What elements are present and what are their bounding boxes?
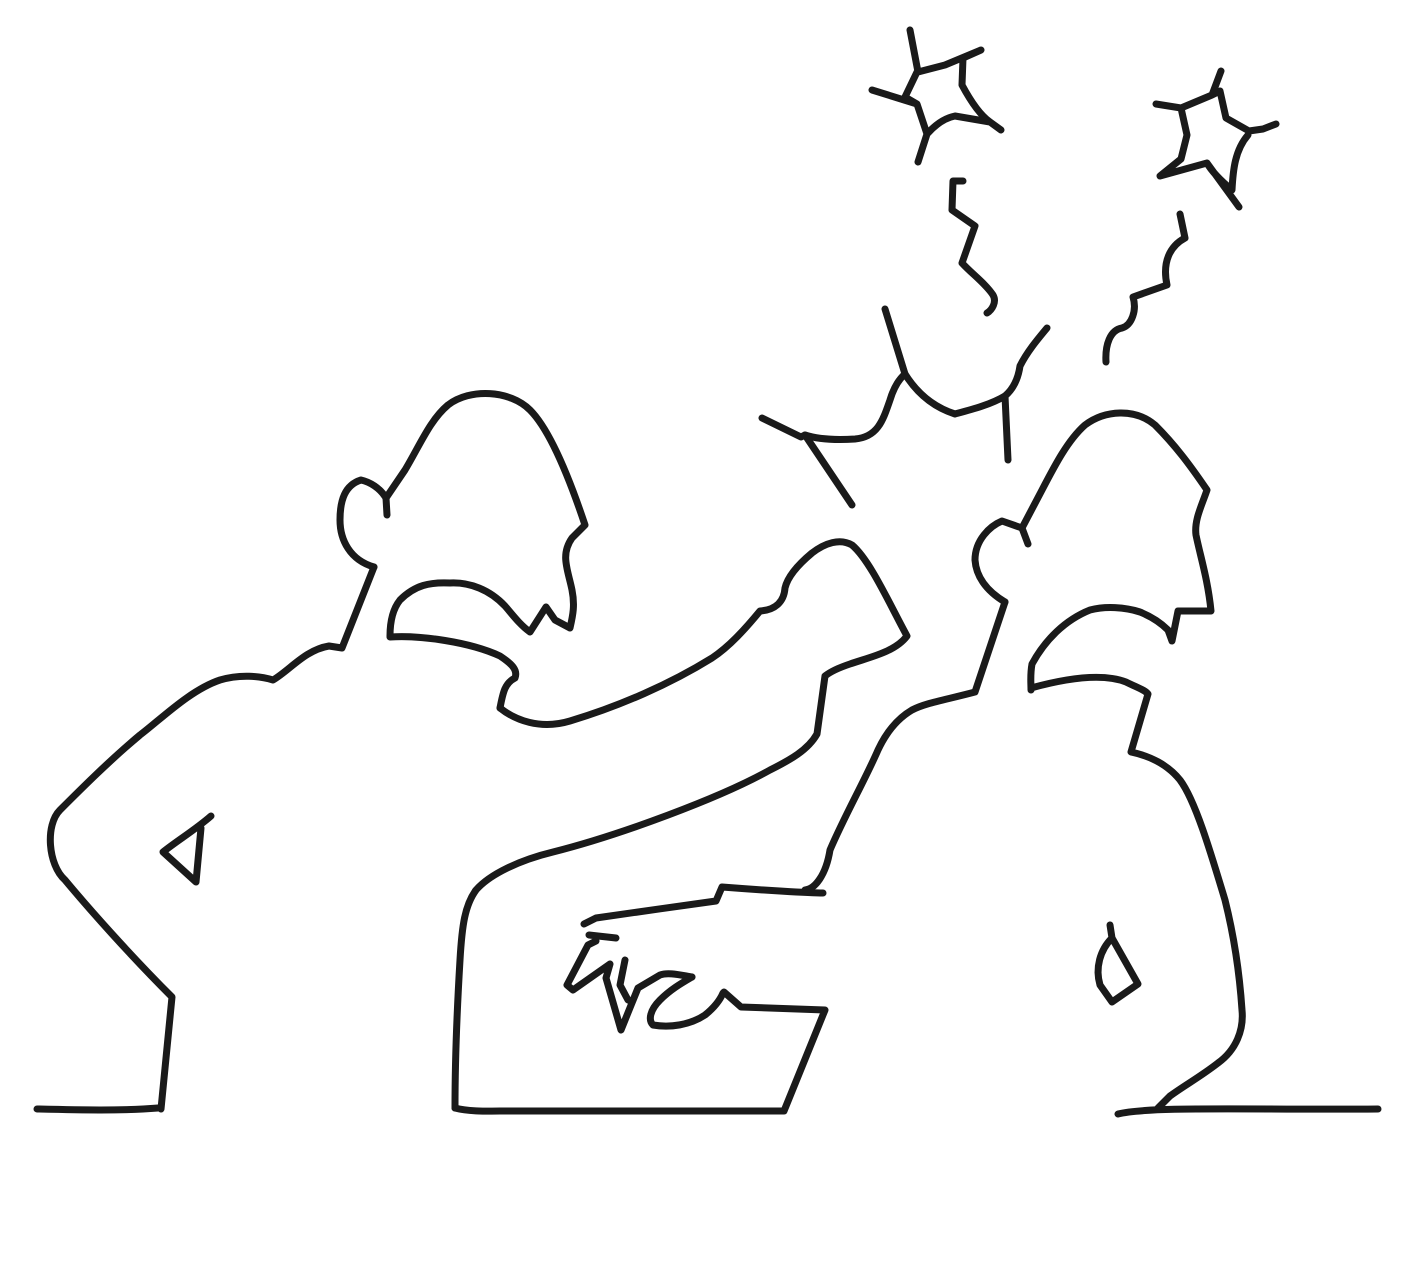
motion-squiggle-right — [1102, 210, 1189, 366]
middle-person-finger-2 — [563, 937, 696, 1034]
impact-burst-left — [758, 370, 909, 443]
middle-person-finger-1 — [585, 931, 620, 942]
impact-burst-right — [1001, 324, 1051, 400]
motion-squiggle-left — [948, 177, 998, 317]
left-person-body — [46, 563, 378, 1113]
left-person-collar — [386, 633, 520, 712]
impact-burst-center — [881, 305, 1012, 464]
right-person-ear — [971, 517, 1026, 606]
drawing-strokes — [33, 26, 1382, 1118]
ground-line-right — [1114, 1105, 1382, 1118]
dizzy-star-left — [868, 26, 1005, 166]
middle-person-forearm — [580, 883, 827, 928]
middle-person-arm — [451, 538, 911, 1112]
left-person-head — [382, 390, 589, 640]
middle-person-bottom — [451, 988, 829, 1115]
left-person-ear — [336, 476, 390, 571]
middle-person-finger-3 — [646, 973, 727, 1030]
right-person-shoulder-blade — [1094, 921, 1142, 1006]
impact-burst-diagonal — [801, 431, 856, 509]
right-person-body — [801, 598, 1009, 894]
left-person-shoulder-blade — [159, 812, 215, 886]
right-person-back — [1027, 673, 1246, 1112]
dizzy-star-right — [1152, 67, 1280, 211]
middle-person-knuckle — [616, 956, 632, 1004]
ground-line-left — [33, 1104, 162, 1114]
right-person-head — [1018, 409, 1215, 694]
